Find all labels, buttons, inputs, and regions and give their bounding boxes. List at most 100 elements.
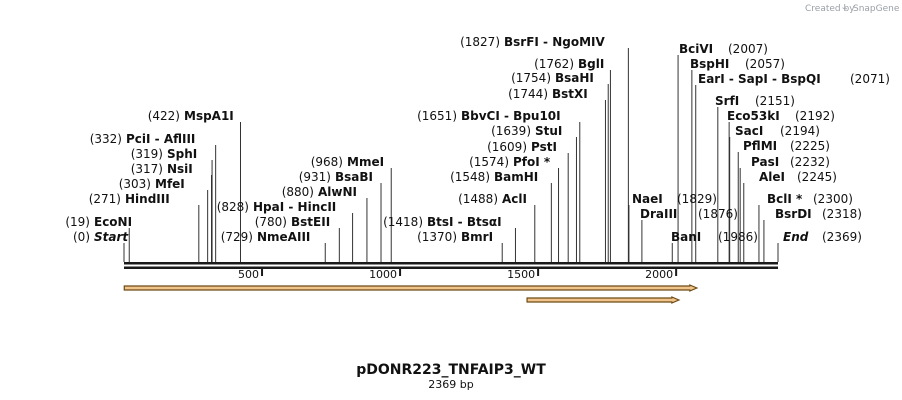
- site-coordinate: (2151): [755, 94, 795, 108]
- site-coordinate: (1639): [491, 124, 531, 138]
- site-coordinate: (1829): [677, 192, 717, 206]
- site-name: Start: [94, 230, 129, 244]
- site-name: PfoI *: [513, 155, 551, 169]
- site-coordinate: (2369): [822, 230, 862, 244]
- site-name: SphI: [167, 147, 197, 161]
- credit-brand: SnapGene: [853, 4, 900, 14]
- backbone-strand-bottom: [124, 266, 778, 269]
- site-coordinate: (2300): [813, 192, 853, 206]
- site-name: BamHI: [494, 170, 538, 184]
- site-coordinate: (2057): [745, 57, 785, 71]
- site-name: AclI: [502, 192, 527, 206]
- site-name: BbvCI - Bpu10I: [461, 109, 561, 123]
- site-coordinate: (1651): [417, 109, 457, 123]
- site-name: MmeI: [347, 155, 384, 169]
- snapgene-credit: Created by ⌁ SnapGene: [805, 4, 900, 14]
- site-name: EcoNI: [94, 215, 132, 229]
- site-coordinate: (0): [73, 230, 90, 244]
- site-name: DraIII: [640, 207, 677, 221]
- snapgene-logo-icon: ⌁: [842, 4, 847, 14]
- ruler-tick-label: 1000: [369, 268, 397, 281]
- site-coordinate: (1876): [698, 207, 738, 221]
- site-name: BmrI: [461, 230, 493, 244]
- site-name: BglI: [578, 57, 604, 71]
- site-name: BciVI: [679, 42, 713, 56]
- site-name: BsrDI: [775, 207, 812, 221]
- site-name: BclI *: [767, 192, 803, 206]
- site-coordinate: (2245): [797, 170, 837, 184]
- site-coordinate: (317): [131, 162, 163, 176]
- site-name: BtsI - BtsαI: [427, 215, 502, 229]
- site-name: BstEII: [291, 215, 330, 229]
- site-name: SrfI: [715, 94, 739, 108]
- ruler-ticks: 500 1000 1500 2000: [238, 268, 678, 281]
- site-coordinate: (1574): [469, 155, 509, 169]
- site-name: PasI: [751, 155, 779, 169]
- ruler-tick-label: 500: [238, 268, 259, 281]
- site-coordinate: (1609): [487, 140, 527, 154]
- site-coordinate: (332): [90, 132, 122, 146]
- site-coordinate: (968): [311, 155, 343, 169]
- site-coordinate: (1744): [508, 87, 548, 101]
- site-name: BsrFI - NgoMIV: [504, 35, 605, 49]
- site-name: AlwNI: [318, 185, 357, 199]
- plasmid-name: pDONR223_TNFAIP3_WT: [356, 362, 546, 378]
- site-coordinate: (1370): [417, 230, 457, 244]
- site-coordinate: (729): [221, 230, 253, 244]
- site-name: NaeI: [632, 192, 663, 206]
- plasmid-title: pDONR223_TNFAIP3_WT 2369 bp: [356, 362, 546, 391]
- feature-arrow-1[interactable]: [123, 284, 699, 292]
- site-leaders: [123, 48, 779, 262]
- feature-arrow-2[interactable]: [526, 296, 681, 304]
- site-coordinate: (2318): [822, 207, 862, 221]
- backbone-strand-top: [124, 262, 778, 265]
- site-name: AleI: [759, 170, 785, 184]
- site-coordinate: (828): [217, 200, 249, 214]
- site-coordinate: (319): [131, 147, 163, 161]
- site-coordinate: (780): [255, 215, 287, 229]
- site-name: NsiI: [167, 162, 193, 176]
- ruler-tick-label: 1500: [507, 268, 535, 281]
- site-coordinate: (1986): [718, 230, 758, 244]
- site-name: BsaBI: [335, 170, 373, 184]
- site-coordinate: (2007): [728, 42, 768, 56]
- site-name: Eco53kI: [727, 109, 780, 123]
- site-coordinate: (19): [65, 215, 90, 229]
- site-coordinate: (2232): [790, 155, 830, 169]
- site-name: NmeAIII: [257, 230, 310, 244]
- ruler-tick-label: 2000: [645, 268, 673, 281]
- site-name: BspHI: [690, 57, 729, 71]
- site-coordinate: (303): [119, 177, 151, 191]
- site-coordinate: (880): [282, 185, 314, 199]
- site-name: HpaI - HincII: [253, 200, 336, 214]
- site-coordinate: (1827): [460, 35, 500, 49]
- site-name: MfeI: [155, 177, 185, 191]
- site-coordinate: (1762): [534, 57, 574, 71]
- site-coordinate: (2225): [790, 139, 830, 153]
- site-name: EarI - SapI - BspQI: [698, 72, 821, 86]
- site-name: PstI: [531, 140, 557, 154]
- site-name: StuI: [535, 124, 562, 138]
- site-coordinate: (2071): [850, 72, 890, 86]
- site-coordinate: (271): [89, 192, 121, 206]
- site-name: SacI: [735, 124, 763, 138]
- site-labels: Start (0) EcoNI (19) HindIII (271) MfeI (303) Ns…: [65, 35, 890, 244]
- site-name: HindIII: [125, 192, 170, 206]
- site-name: MspA1I: [184, 109, 234, 123]
- site-name: BanI: [671, 230, 701, 244]
- site-coordinate: (1418): [383, 215, 423, 229]
- site-name: PflMI: [743, 139, 777, 153]
- site-name: BstXI: [552, 87, 588, 101]
- site-name: BsaHI: [555, 71, 594, 85]
- site-coordinate: (1754): [511, 71, 551, 85]
- feature-arrows: [123, 284, 699, 304]
- site-name: End: [783, 230, 809, 244]
- site-coordinate: (1548): [450, 170, 490, 184]
- site-coordinate: (2194): [780, 124, 820, 138]
- site-coordinate: (2192): [795, 109, 835, 123]
- sequence-backbone: [124, 262, 778, 269]
- plasmid-size: 2369 bp: [428, 378, 473, 391]
- site-coordinate: (931): [299, 170, 331, 184]
- site-coordinate: (1488): [458, 192, 498, 206]
